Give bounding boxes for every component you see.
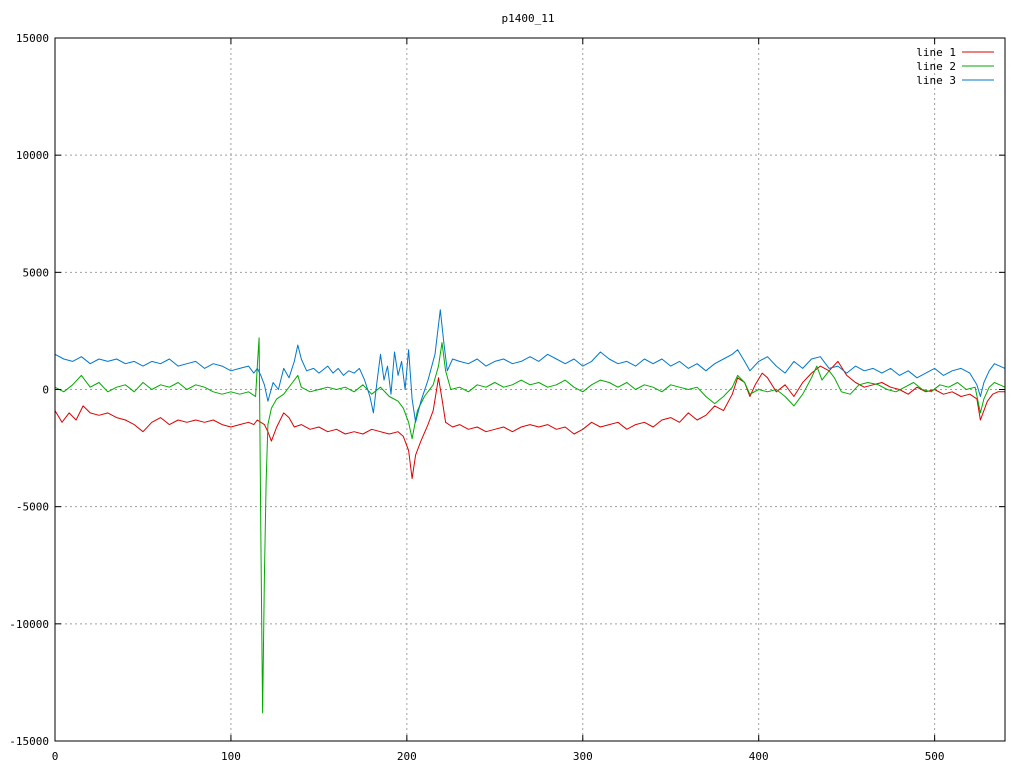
legend-label: line 1 — [916, 46, 956, 59]
y-tick-label: 10000 — [16, 149, 49, 162]
x-tick-label: 300 — [573, 750, 593, 763]
y-tick-label: 15000 — [16, 32, 49, 45]
series-lines — [54, 309, 1006, 714]
chart-title: p1400_11 — [502, 12, 555, 25]
x-tick-label: 500 — [925, 750, 945, 763]
y-tick-label: 5000 — [23, 266, 50, 279]
series-line-2 — [54, 337, 1006, 714]
axis-ticks: 0 100 200 300 400 500 -15000 -10000 -5000 0 5000 10… — [9, 32, 1005, 763]
legend-label: line 2 — [916, 60, 956, 73]
series-line-1 — [54, 360, 1005, 479]
legend-label: line 3 — [916, 74, 956, 87]
y-tick-label: -10000 — [9, 618, 49, 631]
grid-lines — [55, 38, 1005, 741]
x-tick-label: 100 — [221, 750, 241, 763]
x-tick-label: 0 — [52, 750, 59, 763]
x-tick-label: 400 — [749, 750, 769, 763]
y-tick-label: 0 — [42, 384, 49, 397]
x-tick-label: 200 — [397, 750, 417, 763]
y-tick-label: -15000 — [9, 735, 49, 748]
series-line-3 — [54, 309, 1006, 423]
y-tick-label: -5000 — [16, 501, 49, 514]
